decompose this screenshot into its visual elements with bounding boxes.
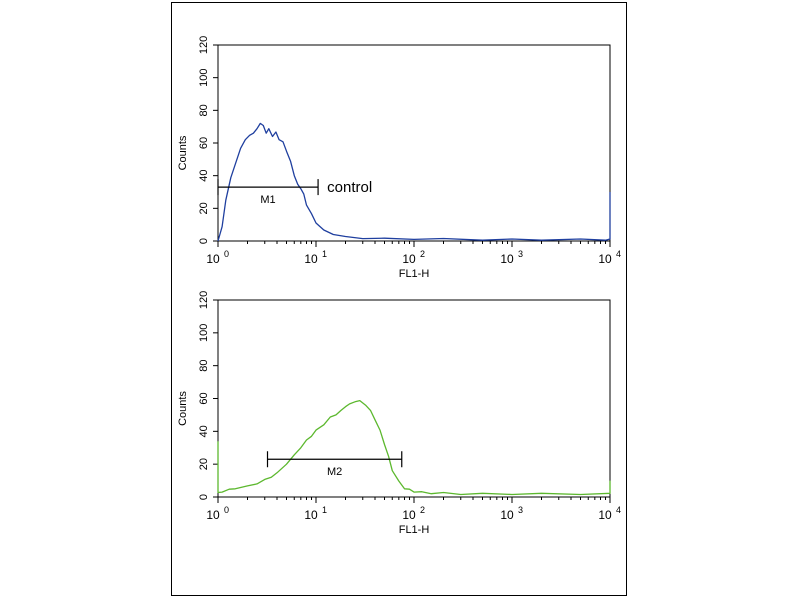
y-tick-label: 120 — [198, 291, 210, 309]
y-tick-label: 0 — [198, 238, 210, 244]
y-tick-label: 120 — [198, 36, 210, 54]
x-tick-label-base: 10 — [402, 508, 416, 522]
x-tick-label-exponent: 1 — [322, 505, 327, 515]
x-tick-label-exponent: 0 — [224, 505, 229, 515]
x-tick-label-exponent: 4 — [616, 249, 621, 259]
y-tick-label: 100 — [198, 68, 210, 86]
x-tick-label-base: 10 — [598, 252, 612, 266]
y-tick-label: 80 — [198, 104, 210, 116]
x-tick-label-exponent: 4 — [616, 505, 621, 515]
y-tick-label: 100 — [198, 324, 210, 342]
x-tick-label-exponent: 3 — [518, 505, 523, 515]
x-tick-label-base: 10 — [500, 252, 514, 266]
x-tick-label-exponent: 0 — [224, 249, 229, 259]
x-axis-label: FL1-H — [399, 524, 430, 536]
y-tick-label: 0 — [198, 494, 210, 500]
x-tick-label-base: 10 — [206, 252, 220, 266]
y-tick-label: 20 — [198, 458, 210, 470]
y-tick-label: 20 — [198, 202, 210, 214]
plot-area-frame — [217, 299, 611, 498]
x-tick-label-exponent: 2 — [420, 249, 425, 259]
x-axis-label: FL1-H — [399, 268, 430, 280]
x-tick-label-base: 10 — [402, 252, 416, 266]
x-tick-label-base: 10 — [304, 252, 318, 266]
gate-marker-label: M1 — [260, 194, 275, 206]
histogram-line-series-1 — [217, 122, 611, 242]
y-tick-label: 60 — [198, 392, 210, 404]
plot-area-frame — [217, 44, 611, 242]
y-tick-label: 40 — [198, 170, 210, 182]
histogram-line-series-1 — [217, 399, 611, 496]
x-tick-label-base: 10 — [206, 508, 220, 522]
x-tick-label-exponent: 1 — [322, 249, 327, 259]
y-axis-label: Counts — [177, 135, 189, 170]
x-tick-label-base: 10 — [500, 508, 514, 522]
y-tick-label: 60 — [198, 137, 210, 149]
y-tick-label: 40 — [198, 425, 210, 437]
x-tick-label-base: 10 — [304, 508, 318, 522]
x-tick-label-exponent: 3 — [518, 249, 523, 259]
y-axis-label: Counts — [177, 391, 189, 426]
x-tick-label-exponent: 2 — [420, 505, 425, 515]
x-tick-label-base: 10 — [598, 508, 612, 522]
annotation-text: control — [327, 179, 372, 196]
gate-marker-label: M2 — [327, 466, 342, 478]
y-tick-label: 80 — [198, 360, 210, 372]
